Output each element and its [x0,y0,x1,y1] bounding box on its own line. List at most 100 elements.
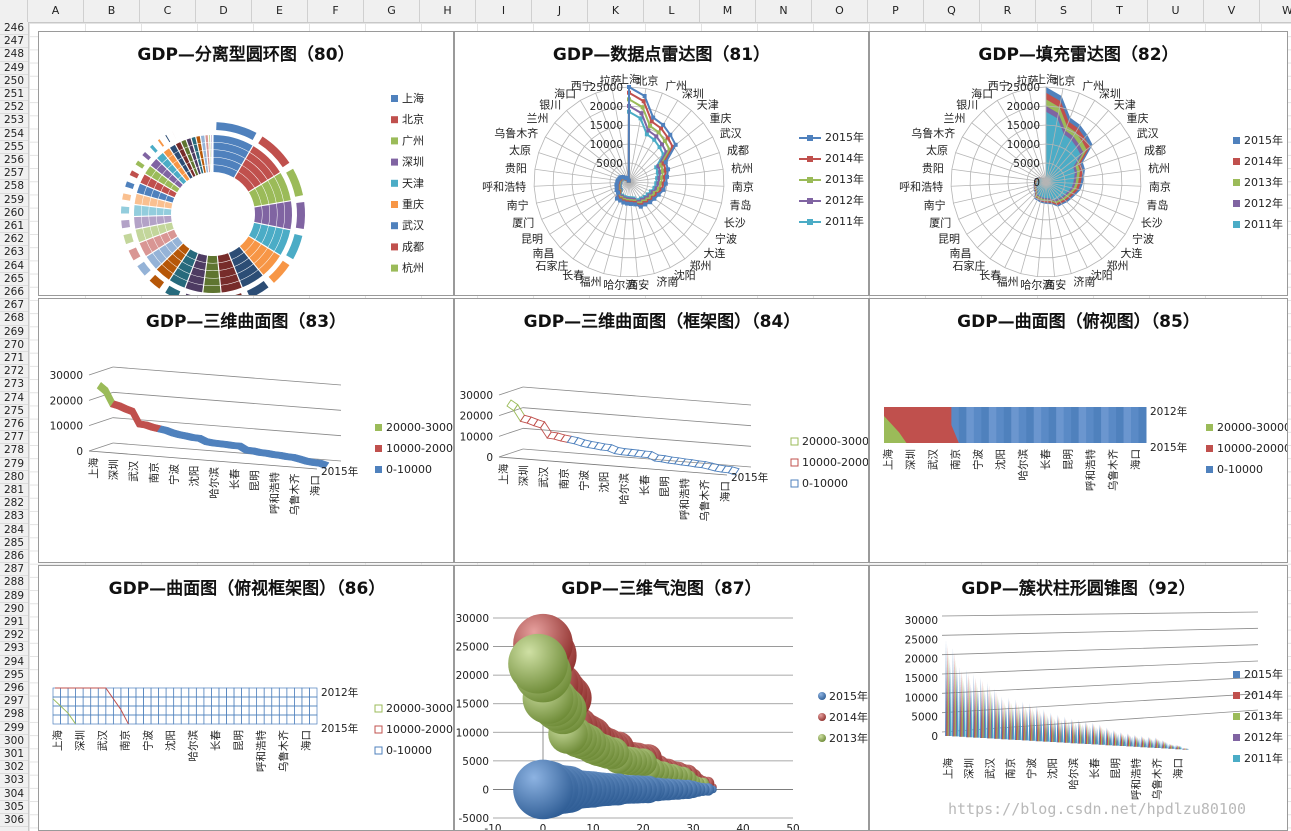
row-header-282[interactable]: 282 [0,497,28,511]
row-header-268[interactable]: 268 [0,312,28,326]
row-header-274[interactable]: 274 [0,392,28,405]
column-header-H[interactable]: H [420,0,476,22]
column-header-U[interactable]: U [1148,0,1204,22]
chart-85-contour[interactable]: GDP—曲面图（俯视图）（85） 2012年 2015年 上海 深圳 武汉 南京 宁波 沈阳哈… [869,298,1288,563]
column-header-A[interactable]: A [28,0,84,22]
row-header-276[interactable]: 276 [0,418,28,432]
row-header-298[interactable]: 298 [0,708,28,722]
row-header-281[interactable]: 281 [0,484,28,498]
corner-cell[interactable] [0,0,28,22]
chart-92-cone[interactable]: GDP—簇状柱形圆锥图（92） 0 5000 10000 15000 20000 2500… [869,565,1288,831]
row-header-280[interactable]: 280 [0,471,28,484]
row-header-255[interactable]: 255 [0,141,28,154]
row-header-273[interactable]: 273 [0,378,28,392]
row-header-269[interactable]: 269 [0,326,28,339]
row-header-272[interactable]: 272 [0,365,28,379]
column-header-B[interactable]: B [84,0,140,22]
column-header-F[interactable]: F [308,0,364,22]
row-header-294[interactable]: 294 [0,656,28,669]
row-header-304[interactable]: 304 [0,788,28,801]
row-header-264[interactable]: 264 [0,260,28,273]
row-header-291[interactable]: 291 [0,616,28,630]
row-header-263[interactable]: 263 [0,246,28,260]
row-header-283[interactable]: 283 [0,510,28,524]
row-header-286[interactable]: 286 [0,550,28,564]
radar-category-label: 拉萨 [600,74,622,88]
column-header-P[interactable]: P [868,0,924,22]
column-header-V[interactable]: V [1204,0,1260,22]
row-header-290[interactable]: 290 [0,603,28,616]
row-header-303[interactable]: 303 [0,774,28,788]
row-header-289[interactable]: 289 [0,590,28,603]
cone-bar [1059,718,1061,743]
row-header-293[interactable]: 293 [0,642,28,656]
row-header-285[interactable]: 285 [0,537,28,550]
row-header-275[interactable]: 275 [0,405,28,418]
row-header-254[interactable]: 254 [0,128,28,141]
chart-86-wire-contour[interactable]: GDP—曲面图（俯视框架图）（86） 2012年 2015年 上海 深圳 武汉 南京 宁波沈… [38,565,454,831]
row-header-305[interactable]: 305 [0,801,28,814]
row-header-299[interactable]: 299 [0,722,28,735]
column-header-C[interactable]: C [140,0,196,22]
row-header-271[interactable]: 271 [0,352,28,366]
row-header-253[interactable]: 253 [0,114,28,128]
row-header-258[interactable]: 258 [0,180,28,194]
row-header-257[interactable]: 257 [0,167,28,181]
row-header-267[interactable]: 267 [0,299,28,313]
column-header-O[interactable]: O [812,0,868,22]
chart-83-3d-surface[interactable]: GDP—三维曲面图（83） 0 10000 20000 30000 上海 深圳 武汉 南京 宁波… [38,298,454,563]
cone-bar [1175,744,1177,750]
column-header-W[interactable]: W [1260,0,1291,22]
row-header-250[interactable]: 250 [0,75,28,88]
row-header-261[interactable]: 261 [0,220,28,234]
column-header-J[interactable]: J [532,0,588,22]
contour-wire-cell [271,705,280,716]
column-header-N[interactable]: N [756,0,812,22]
row-header-247[interactable]: 247 [0,35,28,49]
row-header-279[interactable]: 279 [0,458,28,471]
column-header-D[interactable]: D [196,0,252,22]
row-header-277[interactable]: 277 [0,431,28,445]
row-header-259[interactable]: 259 [0,194,28,207]
row-header-284[interactable]: 284 [0,524,28,537]
row-header-306[interactable]: 306 [0,814,28,828]
row-header-278[interactable]: 278 [0,444,28,458]
column-header-M[interactable]: M [700,0,756,22]
column-header-I[interactable]: I [476,0,532,22]
row-header-260[interactable]: 260 [0,207,28,220]
row-header-287[interactable]: 287 [0,563,28,577]
row-header-270[interactable]: 270 [0,339,28,352]
chart-84-3d-wireframe[interactable]: GDP—三维曲面图（框架图）（84） 0 10000 20000 30000 上海 深圳武… [454,298,869,563]
column-header-R[interactable]: R [980,0,1036,22]
row-header-252[interactable]: 252 [0,101,28,115]
column-header-G[interactable]: G [364,0,420,22]
row-header-266[interactable]: 266 [0,286,28,300]
row-header-295[interactable]: 295 [0,669,28,682]
row-header-248[interactable]: 248 [0,48,28,62]
column-header-Q[interactable]: Q [924,0,980,22]
row-header-296[interactable]: 296 [0,682,28,696]
row-header-288[interactable]: 288 [0,576,28,590]
column-header-S[interactable]: S [1036,0,1092,22]
row-header-302[interactable]: 302 [0,761,28,775]
row-header-256[interactable]: 256 [0,154,28,168]
row-header-300[interactable]: 300 [0,735,28,748]
column-header-L[interactable]: L [644,0,700,22]
row-header-262[interactable]: 262 [0,233,28,247]
row-header-251[interactable]: 251 [0,88,28,102]
row-header-297[interactable]: 297 [0,695,28,709]
row-header-292[interactable]: 292 [0,629,28,643]
row-header-246[interactable]: 246 [0,22,28,36]
chart-80-doughnut[interactable]: GDP—分离型圆环图（80） 上海 北京 广州 深圳 天津 重庆 武汉 成都 杭州 [38,31,454,296]
row-header-265[interactable]: 265 [0,273,28,286]
doughnut-outer-segment [286,168,304,197]
column-header-K[interactable]: K [588,0,644,22]
row-header-301[interactable]: 301 [0,748,28,762]
chart-82-filled-radar[interactable]: GDP—填充雷达图（82） 上海 北京 广州 深圳 天津 重庆 武汉 成都 杭州 南京 青岛 长沙 宁波… [869,31,1288,296]
row-header-249[interactable]: 249 [0,62,28,75]
column-header-E[interactable]: E [252,0,308,22]
column-header-T[interactable]: T [1092,0,1148,22]
chart-81-radar-markers[interactable]: GDP—数据点雷达图（81） 上海 北京 广州 深圳 天津 重庆 武汉 成都 杭州 南京 青岛 长沙宁… [454,31,869,296]
chart-87-bubble[interactable]: GDP—三维气泡图（87） -5000 0 5000 10000 15000 20000 2… [454,565,869,831]
cone-bar [959,666,961,737]
